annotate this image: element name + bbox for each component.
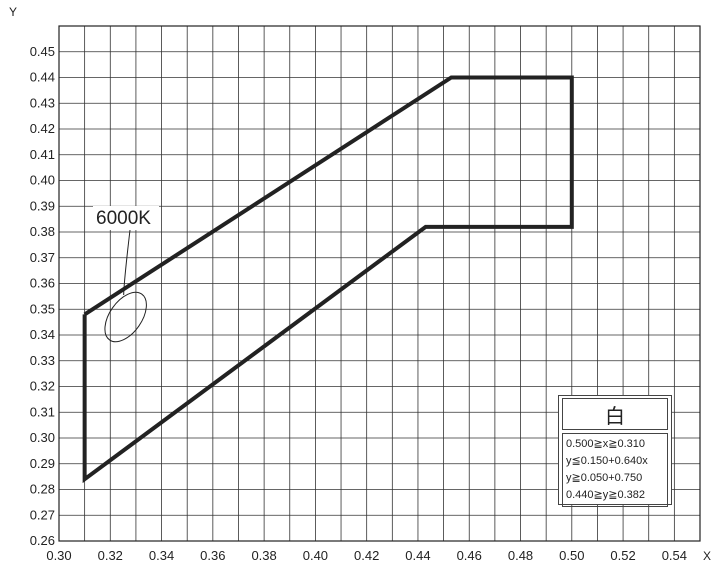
legend-line: y≦0.150+0.640x (566, 455, 648, 467)
y-tick-label: 0.29 (30, 456, 55, 471)
white-region-boundary (82, 75, 574, 484)
legend-line: 0.500≧x≧0.310 (566, 438, 645, 450)
x-tick-label: 0.48 (508, 548, 533, 563)
x-tick-labels: 0.30 0.32 0.34 0.36 0.38 0.40 0.42 0.44 0.46 0.48… (46, 548, 687, 563)
x-tick-label: 0.38 (251, 548, 276, 563)
x-tick-label: 0.46 (457, 548, 482, 563)
y-tick-label: 0.26 (30, 533, 55, 548)
annotation-label-background (93, 206, 159, 230)
color-temperature-ellipse (104, 291, 147, 343)
x-tick-label: 0.42 (354, 548, 379, 563)
y-tick-label: 0.30 (30, 430, 55, 445)
y-tick-label: 0.39 (30, 198, 55, 213)
y-tick-label: 0.44 (30, 70, 55, 85)
legend-title: 白 (562, 398, 668, 430)
y-tick-label: 0.42 (30, 121, 55, 136)
x-axis-label: X (703, 549, 711, 563)
y-tick-labels: 0.26 0.27 0.28 0.29 0.30 0.31 0.32 0.33 0.34 0.35… (30, 44, 55, 548)
annotation-leader-line (123, 229, 131, 295)
y-tick-label: 0.28 (30, 482, 55, 497)
annotation-label: 6000K (96, 208, 151, 229)
y-tick-label: 0.31 (30, 404, 55, 419)
y-tick-label: 0.27 (30, 507, 55, 522)
y-tick-label: 0.43 (30, 95, 55, 110)
legend-conditions: 0.500≧x≧0.310 y≦0.150+0.640x y≧0.050+0.7… (562, 433, 668, 507)
y-tick-label: 0.45 (30, 44, 55, 59)
legend-line: y≧0.050+0.750 (566, 472, 643, 484)
y-tick-label: 0.36 (30, 276, 55, 291)
y-tick-label: 0.40 (30, 173, 55, 188)
x-tick-label: 0.30 (46, 548, 71, 563)
y-tick-label: 0.41 (30, 147, 55, 162)
y-tick-label: 0.34 (30, 327, 55, 342)
x-tick-label: 0.32 (98, 548, 123, 563)
plot-frame (58, 25, 701, 542)
x-tick-label: 0.52 (610, 548, 635, 563)
y-tick-label: 0.38 (30, 224, 55, 239)
x-tick-label: 0.40 (303, 548, 328, 563)
x-tick-label: 0.34 (149, 548, 174, 563)
y-tick-label: 0.32 (30, 379, 55, 394)
y-tick-label: 0.33 (30, 353, 55, 368)
y-axis-label: Y (9, 5, 17, 19)
y-tick-label: 0.35 (30, 301, 55, 316)
y-tick-label: 0.37 (30, 250, 55, 265)
legend-box: 白 0.500≧x≧0.310 y≦0.150+0.640x y≧0.050+0… (558, 395, 672, 507)
x-tick-label: 0.44 (405, 548, 430, 563)
x-tick-label: 0.50 (559, 548, 584, 563)
legend-line: 0.440≧y≧0.382 (566, 489, 645, 501)
x-tick-label: 0.54 (662, 548, 687, 563)
x-tick-label: 0.36 (200, 548, 225, 563)
